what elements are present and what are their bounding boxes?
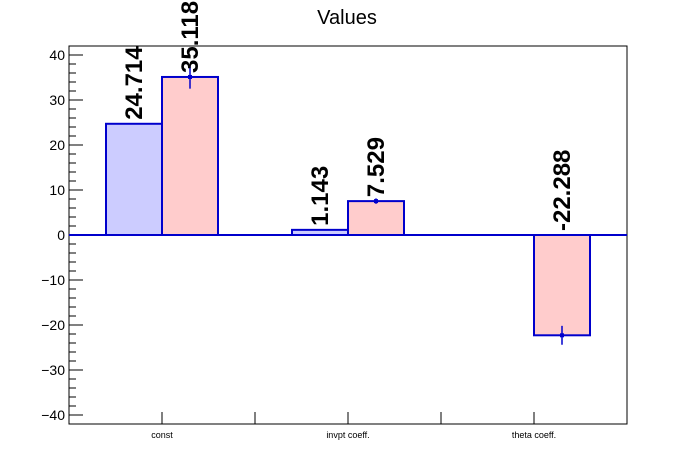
y-tick-label: −30	[41, 362, 65, 378]
y-tick-label: 10	[49, 182, 65, 198]
category-label: const	[151, 430, 173, 440]
category-label: theta coeff.	[512, 430, 556, 440]
value-label: -22.288	[549, 150, 576, 231]
bar	[105, 122, 163, 236]
value-label: 24.714	[121, 46, 148, 120]
data-labels: 24.714 35.118 1.143 7.529 -22.288	[121, 1, 576, 231]
error-marker	[560, 333, 564, 338]
bar	[347, 200, 405, 237]
value-label: 1.143	[307, 166, 334, 226]
value-label: 7.529	[363, 137, 390, 197]
y-tick-label: 20	[49, 137, 65, 153]
error-marker	[374, 199, 378, 204]
bars	[105, 65, 591, 345]
y-tick-label: 0	[57, 227, 65, 243]
category-label: invpt coeff.	[326, 430, 369, 440]
bar	[161, 75, 219, 237]
value-label: 35.118	[177, 1, 204, 73]
y-tick-label: −20	[41, 317, 65, 333]
error-marker	[188, 74, 192, 79]
chart-title: Values	[317, 7, 377, 29]
y-tick-label: −10	[41, 272, 65, 288]
bar	[291, 228, 349, 237]
y-tick-label: −40	[41, 407, 65, 423]
y-tick-label: 40	[49, 47, 65, 63]
y-tick-label: 30	[49, 92, 65, 108]
bar	[533, 234, 591, 337]
